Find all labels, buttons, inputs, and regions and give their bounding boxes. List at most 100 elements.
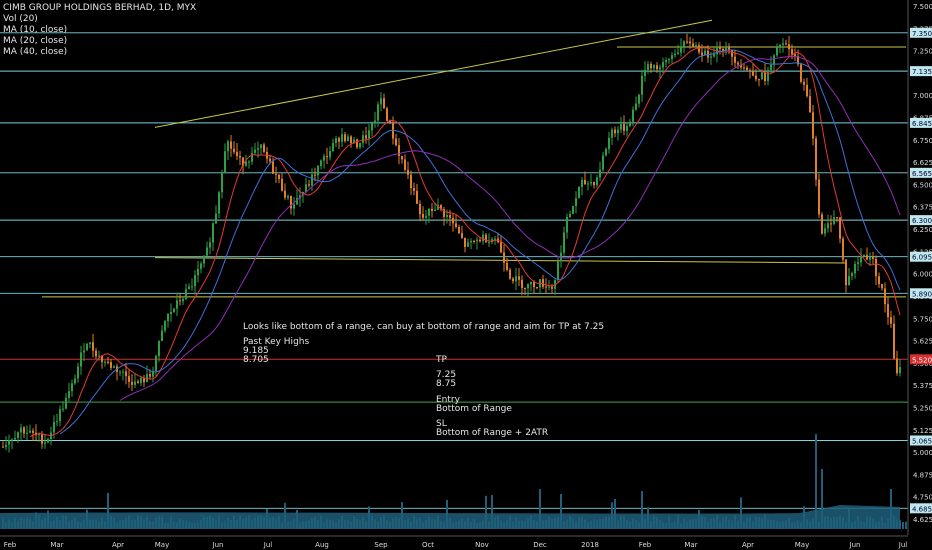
candle-body xyxy=(518,276,520,280)
candle-body xyxy=(644,69,646,76)
candle-body xyxy=(674,53,676,56)
candle-body xyxy=(692,43,694,47)
candle-body xyxy=(878,276,880,285)
candle-body xyxy=(299,195,301,199)
candle-body xyxy=(80,352,82,367)
candle-body xyxy=(590,181,592,184)
candle-body xyxy=(290,195,292,209)
candle-body xyxy=(872,257,874,259)
candle-body xyxy=(263,144,265,152)
candle-body xyxy=(713,54,715,57)
candle-body xyxy=(275,173,277,175)
candle-body xyxy=(407,169,409,175)
candle-body xyxy=(719,46,721,49)
candle-body xyxy=(212,223,214,243)
time-tick-label: Feb xyxy=(639,541,652,549)
candle-body xyxy=(764,72,766,82)
candle-body xyxy=(152,370,154,377)
candle-body xyxy=(176,300,178,309)
indicator-volume[interactable]: Vol (20) xyxy=(3,14,38,24)
candle-body xyxy=(254,149,256,153)
candle-body xyxy=(857,262,859,265)
indicator-ma10[interactable]: MA (10, close) xyxy=(3,25,68,35)
ma10-line xyxy=(29,47,901,438)
candle-body xyxy=(65,397,67,409)
candle-body xyxy=(569,213,571,217)
candle-body xyxy=(725,46,727,51)
candle-body xyxy=(59,409,61,422)
annotation-tp-title: TP xyxy=(436,355,447,365)
symbol-title: CIMB GROUP HOLDINGS BERHAD, 1D, MYX xyxy=(3,3,197,13)
candle-body xyxy=(884,288,886,305)
annotation-main: Looks like bottom of a range, can buy at… xyxy=(243,322,605,332)
price-tick-label: 6.750 xyxy=(913,137,932,145)
volume-bar xyxy=(491,495,493,529)
price-tick-label: 4.875 xyxy=(913,471,932,479)
candle-body xyxy=(389,120,391,124)
candle-body xyxy=(215,213,217,224)
level-tag-bg xyxy=(910,435,932,446)
candle-body xyxy=(98,355,100,357)
candle-body xyxy=(653,65,655,69)
candle-body xyxy=(320,160,322,166)
candle-body xyxy=(344,134,346,142)
candle-body xyxy=(434,209,436,211)
level-tag-bg xyxy=(910,251,932,262)
candle-body xyxy=(62,408,64,410)
candle-body xyxy=(710,56,712,58)
candle-body xyxy=(380,98,382,105)
candle-body xyxy=(749,70,751,72)
candle-body xyxy=(56,421,58,423)
candle-body xyxy=(92,342,94,351)
candle-body xyxy=(188,286,190,290)
candle-body xyxy=(101,355,103,362)
candle-body xyxy=(104,361,106,363)
candle-body xyxy=(83,350,85,353)
candle-body xyxy=(317,165,319,176)
candle-body xyxy=(536,287,538,289)
candle-body xyxy=(128,376,130,382)
candle-body xyxy=(689,41,691,44)
candle-body xyxy=(647,64,649,70)
price-tick-label: 5.375 xyxy=(913,382,932,390)
candle-body xyxy=(74,378,76,384)
candle-body xyxy=(752,71,754,76)
candle-body xyxy=(854,264,856,274)
indicator-ma20[interactable]: MA (20, close) xyxy=(3,36,68,46)
candle-body xyxy=(29,430,31,433)
volume-bar xyxy=(539,489,541,529)
candle-body xyxy=(143,377,145,383)
candle-body xyxy=(194,275,196,287)
candle-body xyxy=(41,434,43,444)
candle-body xyxy=(668,58,670,61)
candle-body xyxy=(680,46,682,53)
candle-body xyxy=(662,62,664,68)
candle-body xyxy=(743,67,745,69)
volume-bar xyxy=(815,434,817,529)
candle-body xyxy=(311,174,313,186)
candle-body xyxy=(875,258,877,277)
candle-body xyxy=(827,223,829,229)
time-tick-label: Mar xyxy=(684,541,697,549)
candle-body xyxy=(410,174,412,188)
candle-body xyxy=(377,104,379,121)
indicator-ma40[interactable]: MA (40, close) xyxy=(3,47,68,57)
candle-body xyxy=(185,289,187,299)
candle-body xyxy=(788,44,790,50)
candle-body xyxy=(95,350,97,357)
candle-body xyxy=(182,298,184,302)
candle-body xyxy=(815,138,817,180)
price-tick-label: 6.625 xyxy=(913,159,932,167)
candle-body xyxy=(758,79,760,81)
candle-body xyxy=(452,217,454,224)
time-tick-label: Jun xyxy=(849,541,861,549)
candle-body xyxy=(572,205,574,214)
candle-body xyxy=(305,184,307,192)
candle-body xyxy=(161,330,163,341)
level-tag: 6.845 xyxy=(912,120,932,128)
candle-body xyxy=(515,276,517,282)
candle-body xyxy=(449,214,451,218)
candle-body xyxy=(830,223,832,225)
level-tag: 7.350 xyxy=(912,30,932,38)
